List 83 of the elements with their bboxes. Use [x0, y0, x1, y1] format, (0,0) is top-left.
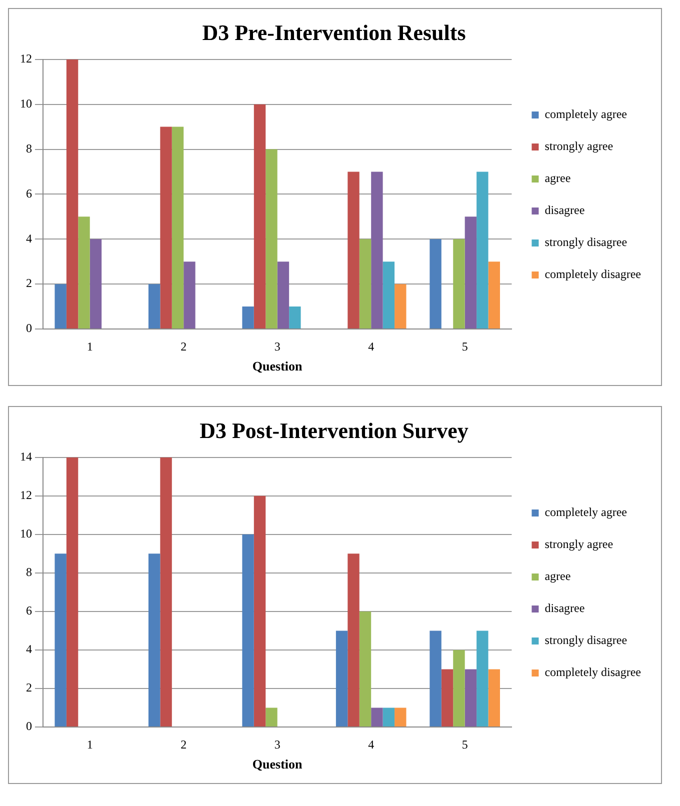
bar — [172, 126, 184, 328]
bar — [184, 262, 196, 328]
bar — [54, 554, 66, 726]
y-tick-label: 0 — [26, 321, 32, 336]
y-tick-label: 2 — [26, 276, 32, 290]
bar — [382, 708, 395, 726]
bar — [148, 284, 160, 328]
bar — [160, 457, 172, 726]
x-tick-label: 2 — [180, 339, 187, 354]
y-tick-label: 6 — [26, 186, 32, 200]
bar — [348, 554, 360, 726]
bar — [266, 708, 278, 726]
bar — [277, 262, 290, 328]
y-tick-label: 8 — [26, 565, 32, 580]
x-tick-label: 4 — [368, 737, 374, 752]
legend-label: completely disagree — [544, 267, 642, 282]
y-tick-label: 10 — [20, 526, 32, 541]
bar — [371, 708, 383, 726]
x-tick-label: 2 — [180, 737, 187, 752]
x-tick-label: 3 — [274, 737, 280, 752]
bar — [394, 708, 406, 726]
x-tick-label: 5 — [462, 737, 468, 752]
legend-label: agree — [544, 171, 571, 186]
x-tick-label: 4 — [368, 339, 374, 354]
bar — [359, 239, 372, 328]
bar — [488, 262, 500, 328]
bar — [464, 216, 477, 328]
x-axis-title: Question — [252, 756, 304, 772]
legend-label: strongly agree — [544, 537, 614, 552]
bar — [441, 669, 454, 726]
x-tick-label: 3 — [274, 339, 280, 354]
chart-title: D3 Post-Intervention Survey — [200, 418, 468, 443]
bar — [242, 534, 254, 726]
bar — [382, 262, 395, 328]
bar — [160, 126, 172, 328]
bar — [254, 496, 266, 726]
bar — [371, 172, 383, 328]
bar — [453, 239, 465, 328]
bar — [266, 149, 278, 328]
legend-label: disagree — [544, 203, 585, 218]
y-tick-label: 8 — [26, 141, 32, 156]
bar — [359, 611, 372, 726]
y-tick-label: 4 — [26, 642, 32, 656]
chart-title: D3 Pre-Intervention Results — [202, 20, 466, 45]
y-tick-label: 6 — [26, 604, 32, 618]
x-tick-label: 1 — [86, 339, 93, 354]
x-tick-label: 5 — [462, 339, 468, 354]
y-tick-label: 2 — [26, 680, 32, 695]
legend-label: strongly disagree — [544, 633, 628, 648]
legend-label: completely agree — [544, 505, 628, 520]
bar — [289, 306, 301, 328]
bar — [430, 239, 442, 328]
bar — [476, 172, 488, 328]
bar — [54, 284, 66, 328]
bar — [453, 650, 465, 726]
bar — [254, 104, 266, 328]
bar — [394, 284, 406, 328]
bar — [464, 669, 477, 726]
legend-label: agree — [544, 569, 571, 584]
bar — [78, 216, 90, 328]
bar — [348, 172, 360, 328]
legend-label: completely disagree — [544, 665, 642, 680]
y-tick-label: 0 — [26, 719, 32, 734]
bar — [242, 306, 254, 328]
y-tick-label: 10 — [20, 96, 32, 110]
y-tick-label: 4 — [26, 231, 32, 246]
bar — [336, 630, 348, 726]
legend-label: strongly disagree — [544, 235, 628, 250]
x-tick-label: 1 — [86, 737, 93, 752]
bar — [476, 630, 488, 726]
legend-label: disagree — [544, 601, 585, 616]
legend-label: completely agree — [544, 107, 628, 122]
legend-label: strongly agree — [544, 139, 614, 154]
y-tick-label: 12 — [20, 52, 32, 66]
bar — [488, 669, 500, 726]
y-tick-label: 12 — [20, 488, 32, 502]
bar — [148, 554, 160, 726]
bar — [66, 59, 78, 328]
bar — [90, 239, 102, 328]
y-tick-label: 14 — [20, 450, 32, 464]
bar — [430, 630, 442, 726]
bar — [66, 457, 78, 726]
x-axis-title: Question — [252, 358, 304, 374]
